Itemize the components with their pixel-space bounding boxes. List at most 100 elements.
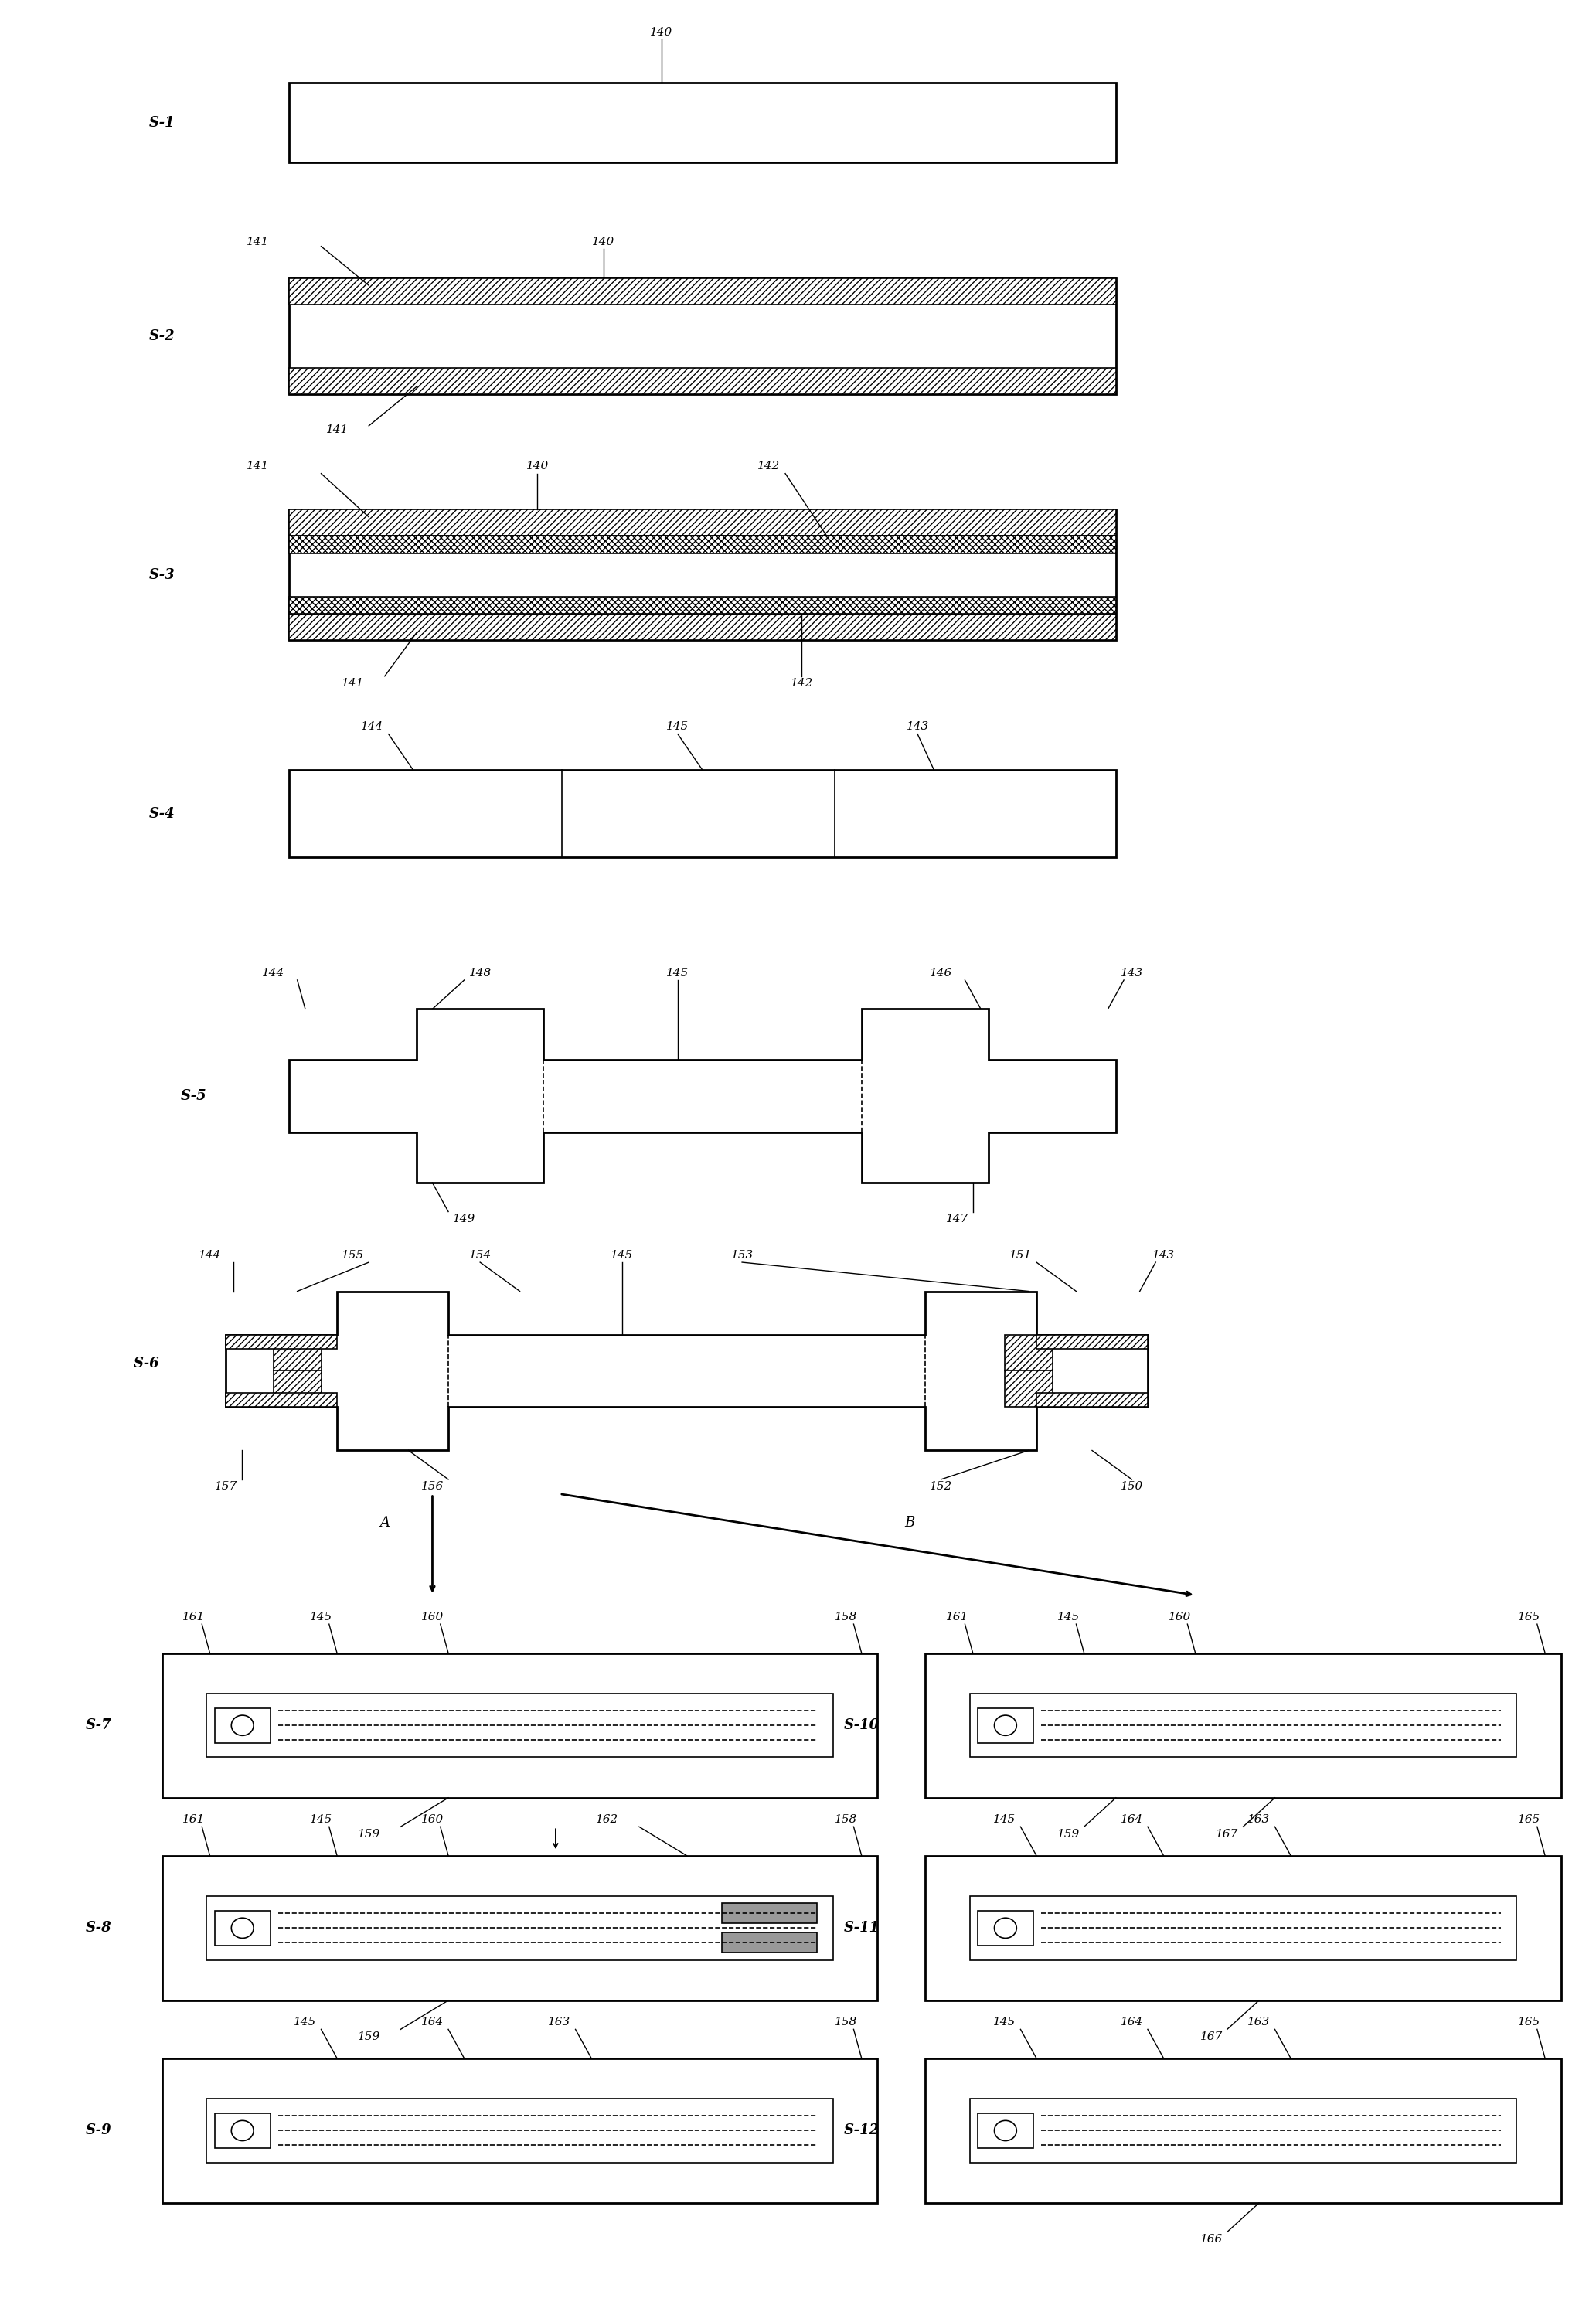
Polygon shape	[225, 1291, 1148, 1451]
Text: 158: 158	[835, 2018, 857, 2027]
Polygon shape	[225, 1335, 337, 1349]
Polygon shape	[1036, 1393, 1148, 1407]
Text: 141: 141	[246, 237, 268, 248]
Text: 163: 163	[1248, 1813, 1270, 1825]
Text: 158: 158	[835, 1611, 857, 1623]
Text: S-6: S-6	[134, 1356, 160, 1370]
Polygon shape	[289, 279, 1116, 304]
Text: 145: 145	[667, 968, 689, 978]
Text: 159: 159	[358, 1827, 380, 1839]
Text: 140: 140	[527, 462, 549, 471]
Polygon shape	[970, 2099, 1516, 2162]
Text: S-5: S-5	[180, 1089, 207, 1103]
Polygon shape	[273, 1335, 321, 1370]
Text: 161: 161	[182, 1611, 206, 1623]
Polygon shape	[289, 536, 1116, 553]
Polygon shape	[289, 511, 1116, 536]
Text: 143: 143	[907, 722, 929, 731]
Polygon shape	[970, 1693, 1516, 1758]
Text: S-11: S-11	[844, 1920, 879, 1934]
Text: S-12: S-12	[844, 2125, 879, 2139]
Polygon shape	[289, 597, 1116, 613]
Polygon shape	[214, 2113, 270, 2148]
Text: 162: 162	[595, 1813, 619, 1825]
Polygon shape	[207, 1897, 833, 1960]
Text: 154: 154	[469, 1249, 492, 1261]
Text: 143: 143	[1120, 968, 1143, 978]
Polygon shape	[926, 1653, 1561, 1797]
Polygon shape	[289, 511, 1116, 641]
Text: 156: 156	[421, 1481, 444, 1493]
Polygon shape	[978, 1911, 1033, 1946]
Text: 145: 145	[611, 1249, 634, 1261]
Polygon shape	[273, 1370, 321, 1407]
Polygon shape	[207, 1693, 833, 1758]
Text: 157: 157	[214, 1481, 238, 1493]
Text: A: A	[380, 1516, 389, 1530]
Text: 141: 141	[326, 425, 348, 437]
Text: 155: 155	[342, 1249, 364, 1261]
Polygon shape	[289, 367, 1116, 395]
Polygon shape	[163, 2057, 878, 2204]
Text: 140: 140	[592, 237, 614, 248]
Text: 144: 144	[198, 1249, 222, 1261]
Text: 142: 142	[790, 678, 812, 690]
Polygon shape	[926, 1855, 1561, 1999]
Polygon shape	[1004, 1335, 1052, 1370]
Text: 160: 160	[421, 1813, 444, 1825]
Polygon shape	[225, 1393, 337, 1407]
Text: 164: 164	[1120, 2018, 1143, 2027]
Text: 145: 145	[310, 1813, 332, 1825]
Polygon shape	[978, 1709, 1033, 1744]
Text: 146: 146	[930, 968, 953, 978]
Text: 145: 145	[993, 2018, 1017, 2027]
Polygon shape	[1004, 1370, 1052, 1407]
Text: 164: 164	[1120, 1813, 1143, 1825]
Text: 151: 151	[1009, 1249, 1033, 1261]
Polygon shape	[207, 2099, 833, 2162]
Text: S-10: S-10	[844, 1718, 879, 1732]
Text: B: B	[905, 1516, 915, 1530]
Text: 159: 159	[358, 2032, 380, 2041]
Polygon shape	[163, 1855, 878, 1999]
Text: S-8: S-8	[86, 1920, 112, 1934]
Polygon shape	[289, 771, 1116, 857]
Polygon shape	[289, 613, 1116, 641]
Text: 141: 141	[246, 462, 268, 471]
Text: 153: 153	[731, 1249, 753, 1261]
Text: 144: 144	[262, 968, 284, 978]
Text: 161: 161	[946, 1611, 969, 1623]
Text: 167: 167	[1216, 1827, 1238, 1839]
Text: 141: 141	[342, 678, 364, 690]
Text: 145: 145	[667, 722, 689, 731]
Polygon shape	[721, 1932, 817, 1953]
Polygon shape	[163, 1653, 878, 1797]
Text: 150: 150	[1120, 1481, 1143, 1493]
Text: 147: 147	[946, 1214, 969, 1224]
Text: 144: 144	[361, 722, 383, 731]
Text: 164: 164	[421, 2018, 444, 2027]
Text: 143: 143	[1152, 1249, 1175, 1261]
Text: 165: 165	[1518, 1611, 1540, 1623]
Text: 165: 165	[1518, 1813, 1540, 1825]
Text: 145: 145	[993, 1813, 1017, 1825]
Text: 165: 165	[1518, 2018, 1540, 2027]
Text: 159: 159	[1057, 1827, 1079, 1839]
Text: S-4: S-4	[148, 806, 176, 820]
Text: 166: 166	[1200, 2234, 1223, 2245]
Text: 158: 158	[835, 1813, 857, 1825]
Polygon shape	[926, 2057, 1561, 2204]
Text: S-3: S-3	[148, 569, 176, 583]
Text: S-7: S-7	[86, 1718, 112, 1732]
Text: 145: 145	[294, 2018, 316, 2027]
Polygon shape	[289, 1010, 1116, 1182]
Text: 142: 142	[758, 462, 780, 471]
Text: 161: 161	[182, 1813, 206, 1825]
Polygon shape	[289, 84, 1116, 163]
Polygon shape	[214, 1911, 270, 1946]
Polygon shape	[289, 279, 1116, 395]
Text: 163: 163	[549, 2018, 571, 2027]
Text: S-2: S-2	[148, 330, 176, 344]
Polygon shape	[978, 2113, 1033, 2148]
Text: 167: 167	[1200, 2032, 1223, 2041]
